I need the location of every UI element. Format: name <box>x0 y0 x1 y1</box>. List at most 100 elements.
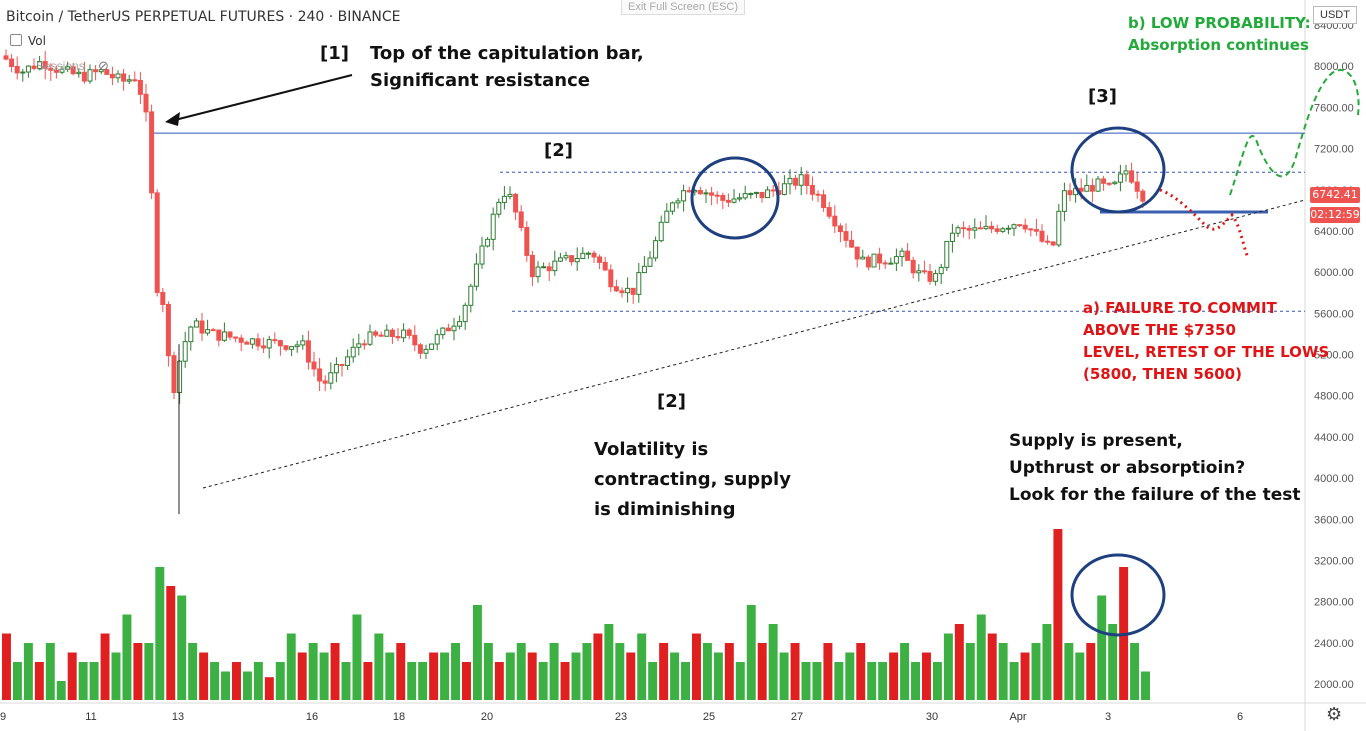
vol-label: Vol <box>28 34 46 48</box>
candle-body <box>255 338 261 347</box>
candle-body <box>737 197 743 200</box>
candle-body <box>378 334 384 337</box>
candle-body <box>165 303 171 357</box>
candle-body <box>1033 229 1039 232</box>
time-tick-label: 13 <box>172 711 184 723</box>
candle-body <box>401 329 407 339</box>
candle-body <box>249 338 255 345</box>
volume-bar <box>637 633 647 700</box>
time-tick-label: 11 <box>85 711 96 723</box>
volume-bar <box>932 662 942 700</box>
candle-body <box>759 191 765 199</box>
volume-bar <box>23 643 33 700</box>
candle-body <box>625 287 631 294</box>
candle-body <box>826 207 832 217</box>
candle-body <box>1123 170 1129 175</box>
volume-bar <box>527 652 537 700</box>
volume-bar <box>1086 643 1096 700</box>
volume-bar <box>166 586 176 700</box>
candle-body <box>65 66 71 70</box>
arrow-line-1 <box>174 74 353 121</box>
volume-bar <box>801 662 811 700</box>
candle-body <box>966 227 972 231</box>
time-tick-label: 27 <box>791 711 803 723</box>
price-tick-label: 4000.00 <box>1314 473 1354 485</box>
candle-body <box>714 194 720 197</box>
time-tick-label: 9 <box>0 711 6 723</box>
volume-bar <box>692 633 701 700</box>
candle-body <box>849 239 855 248</box>
candle-body <box>104 69 110 75</box>
scenario-b-line2: Absorption continues <box>1128 36 1309 54</box>
volume-legend[interactable]: Vol <box>10 34 46 48</box>
candle-body <box>709 192 715 196</box>
annotation-label-2-bottom: [2] <box>657 391 686 412</box>
candle-body <box>1045 240 1051 243</box>
candle-body <box>815 193 821 196</box>
volume-bar <box>472 605 482 700</box>
price-tick-label: 2000.00 <box>1314 679 1354 691</box>
exit-fullscreen-button[interactable]: Exit Full Screen (ESC) <box>621 0 746 15</box>
volume-bar <box>976 614 986 700</box>
volume-bar <box>954 624 964 700</box>
candle-body <box>1140 190 1146 202</box>
currency-badge[interactable]: USDT <box>1313 6 1357 24</box>
candle-body <box>619 290 625 294</box>
candle-body <box>294 344 300 348</box>
volume-bar <box>735 662 745 700</box>
volume-bar <box>1064 643 1074 700</box>
candle-body <box>1039 230 1045 242</box>
volume-bar <box>12 662 22 700</box>
volume-bar <box>341 662 351 700</box>
candle-body <box>37 61 43 69</box>
candle-body <box>244 341 250 345</box>
candle-body <box>1000 228 1006 232</box>
candle-body <box>804 174 810 186</box>
candle-body <box>451 325 457 332</box>
volume-bar <box>911 662 920 700</box>
candle-body <box>552 260 558 272</box>
time-tick-label: 18 <box>393 711 405 723</box>
candle-body <box>14 65 20 74</box>
candle-body <box>53 69 59 73</box>
candle-body <box>1022 224 1028 230</box>
candle-body <box>569 255 575 263</box>
candle-body <box>473 263 479 287</box>
candle-body <box>81 71 87 82</box>
volume-bar <box>812 662 822 700</box>
candle-body <box>1095 178 1101 192</box>
price-tick-label: 7600.00 <box>1314 102 1354 114</box>
candle-body <box>59 68 65 73</box>
candle-body <box>669 202 675 212</box>
candle-body <box>793 177 799 186</box>
candle-body <box>955 227 961 234</box>
volume-bar <box>67 652 77 700</box>
volume-bar <box>626 652 636 700</box>
candle-body <box>636 272 642 295</box>
candle-body <box>882 262 888 265</box>
candle-body <box>837 225 843 233</box>
candle-body <box>93 69 99 73</box>
volume-bar <box>746 605 756 700</box>
candle-body <box>406 329 412 336</box>
volume-bar <box>604 624 614 700</box>
candle-body <box>440 327 446 336</box>
volume-bar <box>122 614 132 700</box>
volume-bar <box>560 662 570 700</box>
candle-body <box>188 326 194 343</box>
candle-body <box>373 331 379 336</box>
candle-body <box>227 331 233 338</box>
settings-gear-icon[interactable]: ⚙ <box>1326 704 1343 724</box>
candle-body <box>132 79 138 82</box>
volume-bar <box>34 662 44 700</box>
candle-body <box>42 61 48 69</box>
candle-body <box>613 286 619 292</box>
candle-body <box>742 193 748 199</box>
candle-body <box>233 336 239 339</box>
price-tick-label: 3200.00 <box>1314 555 1354 567</box>
candle-body <box>462 304 468 323</box>
time-tick-label: 16 <box>306 711 318 723</box>
visibility-toggle-icon[interactable] <box>10 34 22 46</box>
hidden-eye-icon[interactable]: ⊘ <box>98 58 109 73</box>
